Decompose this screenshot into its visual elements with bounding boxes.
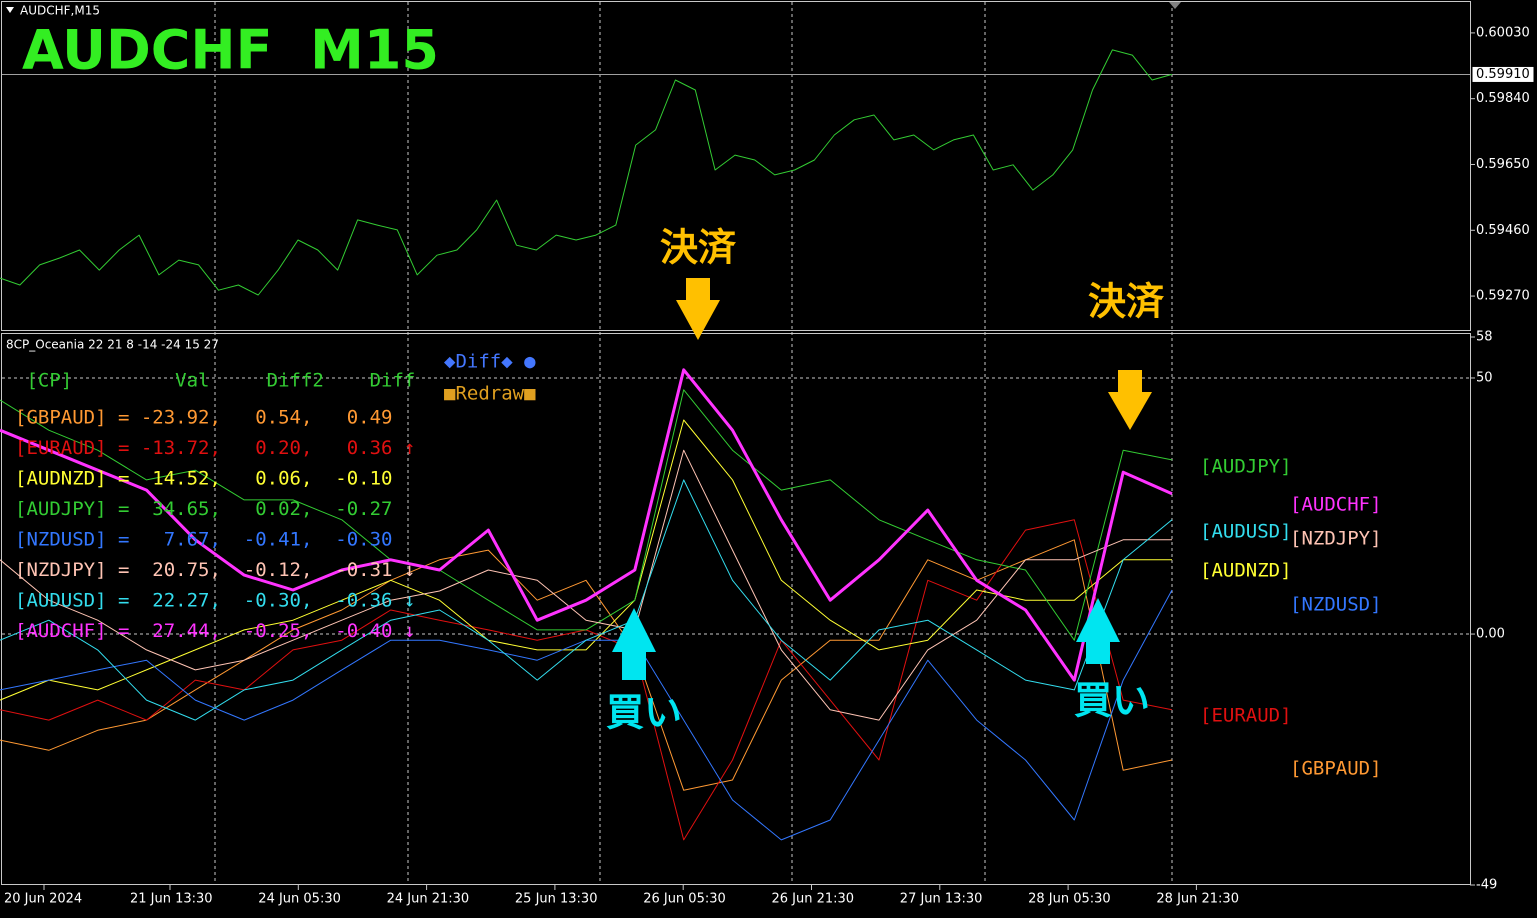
x-tick-label: 24 Jun 21:30	[387, 892, 470, 907]
vertical-grid	[214, 2, 1173, 884]
down-arrow	[1108, 370, 1152, 430]
heading: AUDCHF M15	[22, 19, 439, 82]
annotation: 買い	[606, 691, 682, 735]
series-line	[0, 49, 1173, 296]
y-tick-label: 0.00	[1476, 627, 1505, 642]
current-price-label: 0.59910	[1476, 67, 1530, 82]
table-row: [AUDUSD] = 22.27, -0.30, -0.36 ↓	[15, 590, 415, 612]
current-price-box	[1471, 65, 1535, 83]
series-line	[0, 368, 1173, 682]
y-tick-label: -49	[1476, 878, 1497, 893]
series-label: [AUDCHF]	[1290, 494, 1382, 516]
table-row: [AUDNZD] = 14.52, 0.06, -0.10	[15, 468, 393, 490]
up-arrow	[612, 608, 656, 680]
series-label: [AUDJPY]	[1200, 456, 1292, 478]
y-tick-label: 50	[1476, 370, 1493, 385]
table-row: [AUDCHF] = 27.44, -0.25, -0.40 ↓	[15, 620, 415, 642]
annotation: 買い	[1074, 679, 1150, 723]
series-line	[0, 389, 1173, 641]
series-label: [AUDNZD]	[1200, 560, 1292, 582]
series-label: [NZDJPY]	[1290, 528, 1382, 550]
symbol-menu-icon[interactable]	[6, 7, 14, 13]
y-tick-label: 0.59840	[1476, 91, 1530, 106]
table-row: [EURAUD] = -13.72, 0.20, 0.36 ↑	[15, 437, 415, 459]
annotation-arrows	[612, 278, 1152, 680]
x-tick-label: 27 Jun 13:30	[900, 892, 983, 907]
indicator-panel-frame	[1, 333, 1471, 885]
series-label: [GBPAUD]	[1290, 758, 1382, 780]
x-tick-label: 21 Jun 13:30	[130, 892, 213, 907]
y-tick-label: 0.59650	[1476, 157, 1530, 172]
diff-button[interactable]: ◆Diff◆ ●	[444, 351, 536, 373]
annotation: 決済	[1088, 280, 1165, 324]
symbol-label: AUDCHF,M15	[20, 4, 100, 18]
x-tick-label: 26 Jun 21:30	[772, 892, 855, 907]
down-arrow	[676, 278, 720, 340]
series-label: [NZDUSD]	[1290, 594, 1382, 616]
indicator-label: 8CP_Oceania 22 21 8 -14 -24 15 27	[6, 338, 219, 352]
table-header: [CP] Val Diff2 Diff	[15, 370, 415, 392]
redraw-button[interactable]: ■Redraw■	[444, 383, 536, 405]
x-tick-label: 26 Jun 05:30	[643, 892, 726, 907]
series-line	[0, 419, 1172, 701]
table-row: [AUDJPY] = 34.65, 0.02, -0.27	[15, 498, 393, 520]
price-panel-frame	[1, 1, 1471, 331]
series-line	[0, 449, 1172, 721]
shift-marker	[1169, 2, 1181, 9]
x-tick-label: 28 Jun 05:30	[1028, 892, 1111, 907]
series-label: [EURAUD]	[1200, 705, 1292, 727]
series-label: [AUDUSD]	[1200, 521, 1292, 543]
y-tick-label: 0.60030	[1476, 25, 1530, 40]
x-tick-label: 24 Jun 05:30	[258, 892, 341, 907]
y-tick-label: 0.59460	[1476, 223, 1530, 238]
series-line	[0, 479, 1173, 721]
x-tick-label: 28 Jun 21:30	[1156, 892, 1239, 907]
table-row: [NZDJPY] = 20.75, -0.12, -0.31 ↓	[15, 559, 415, 581]
y-tick-label: 58	[1476, 330, 1493, 345]
x-tick-label: 25 Jun 13:30	[515, 892, 598, 907]
y-tick-label: 0.59270	[1476, 289, 1530, 304]
up-arrow	[1076, 598, 1120, 664]
table-row: [NZDUSD] = 7.67, -0.41, -0.30	[15, 529, 393, 551]
annotation: 決済	[660, 226, 737, 270]
x-tick-label: 20 Jun 2024	[4, 892, 82, 907]
table-row: [GBPAUD] = -23.92, 0.54, 0.49	[15, 407, 393, 429]
